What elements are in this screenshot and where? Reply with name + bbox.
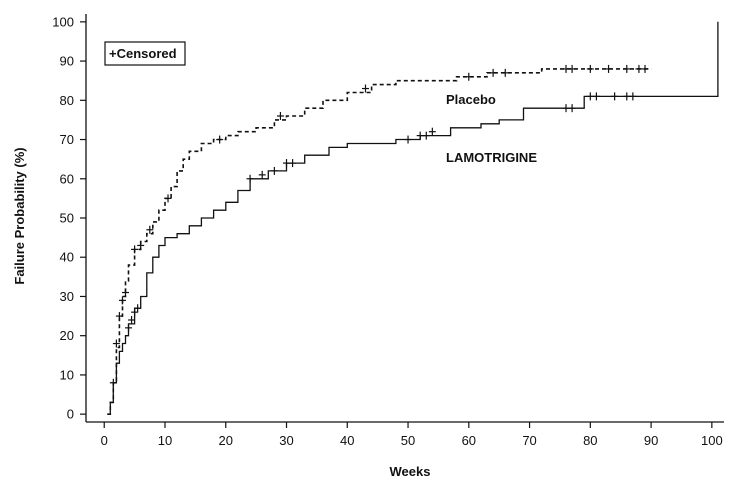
censor-mark-lamotrigine — [422, 131, 430, 140]
censor-mark-placebo — [137, 241, 145, 250]
censor-mark-lamotrigine — [562, 104, 570, 113]
y-axis-title: Failure Probability (%) — [12, 147, 27, 284]
y-tick-label: 80 — [60, 93, 74, 108]
x-axis-title: Weeks — [390, 464, 431, 479]
y-tick-label: 20 — [60, 328, 74, 343]
y-tick-label: 100 — [52, 14, 74, 29]
censor-mark-placebo — [641, 64, 649, 73]
y-tick-label: 50 — [60, 211, 74, 226]
x-axis: 0 10 20 30 40 50 60 70 80 90 100 — [101, 422, 723, 448]
censor-mark-placebo — [276, 112, 284, 120]
x-tick-label: 90 — [644, 433, 658, 448]
censor-mark-placebo — [635, 64, 643, 73]
censor-mark-lamotrigine — [134, 304, 142, 313]
series-label-lamotrigine: LAMOTRIGINE — [446, 150, 537, 165]
censor-mark-placebo — [118, 296, 126, 305]
censor-mark-placebo — [115, 312, 123, 321]
censor-mark-placebo — [465, 72, 473, 81]
censor-mark-placebo — [164, 194, 172, 203]
censor-mark-placebo — [146, 225, 154, 234]
censor-mark-lamotrigine — [623, 92, 631, 101]
x-tick-label: 10 — [158, 433, 172, 448]
y-tick-label: 30 — [60, 289, 74, 304]
censor-mark-placebo — [623, 64, 631, 73]
censor-mark-placebo — [216, 135, 224, 144]
x-tick-label: 0 — [101, 433, 108, 448]
censor-mark-placebo — [112, 339, 120, 348]
legend-text: +Censored — [109, 46, 177, 61]
series-line-lamotrigine — [107, 21, 719, 415]
censor-mark-lamotrigine — [283, 159, 291, 168]
censored-marks — [109, 64, 649, 387]
censor-mark-lamotrigine — [586, 92, 594, 101]
x-tick-label: 30 — [279, 433, 293, 448]
x-tick-label: 40 — [340, 433, 354, 448]
censor-mark-placebo — [362, 84, 370, 93]
censor-mark-lamotrigine — [404, 135, 412, 144]
censor-mark-lamotrigine — [428, 127, 436, 136]
censor-mark-placebo — [501, 68, 509, 77]
x-tick-label: 100 — [701, 433, 723, 448]
censor-mark-lamotrigine — [258, 170, 266, 179]
censor-mark-lamotrigine — [289, 159, 297, 168]
series-layer — [107, 21, 719, 415]
x-tick-label: 60 — [462, 433, 476, 448]
censor-mark-lamotrigine — [629, 92, 637, 101]
y-tick-label: 70 — [60, 132, 74, 147]
legend-box — [104, 41, 186, 66]
censor-mark-lamotrigine — [568, 104, 576, 113]
censor-mark-lamotrigine — [592, 92, 600, 101]
x-tick-label: 50 — [401, 433, 415, 448]
censor-mark-lamotrigine — [611, 92, 619, 101]
y-tick-label: 10 — [60, 367, 74, 382]
censor-mark-placebo — [489, 68, 497, 77]
censor-mark-placebo — [121, 288, 129, 297]
censor-mark-lamotrigine — [109, 378, 117, 387]
y-tick-label: 0 — [67, 407, 74, 422]
legend: +Censored — [104, 41, 186, 66]
censor-mark-lamotrigine — [416, 131, 424, 140]
series-line-placebo — [107, 68, 652, 415]
x-tick-label: 20 — [219, 433, 233, 448]
censor-mark-lamotrigine — [131, 308, 139, 317]
censor-mark-placebo — [586, 64, 594, 73]
y-tick-label: 40 — [60, 250, 74, 265]
censor-mark-lamotrigine — [246, 174, 254, 183]
censor-mark-lamotrigine — [128, 316, 136, 324]
censor-mark-placebo — [131, 245, 139, 254]
censor-mark-placebo — [605, 64, 613, 73]
y-tick-label: 60 — [60, 171, 74, 186]
series-label-placebo: Placebo — [446, 92, 496, 107]
censor-mark-lamotrigine — [270, 166, 278, 175]
censor-mark-placebo — [568, 64, 576, 73]
plot-frame — [85, 14, 724, 423]
censor-mark-placebo — [562, 64, 570, 73]
x-tick-label: 70 — [522, 433, 536, 448]
y-axis: 0 10 20 30 40 50 60 70 80 90 100 — [52, 14, 86, 422]
censor-mark-lamotrigine — [125, 323, 133, 332]
x-tick-label: 80 — [583, 433, 597, 448]
y-tick-label: 90 — [60, 54, 74, 69]
